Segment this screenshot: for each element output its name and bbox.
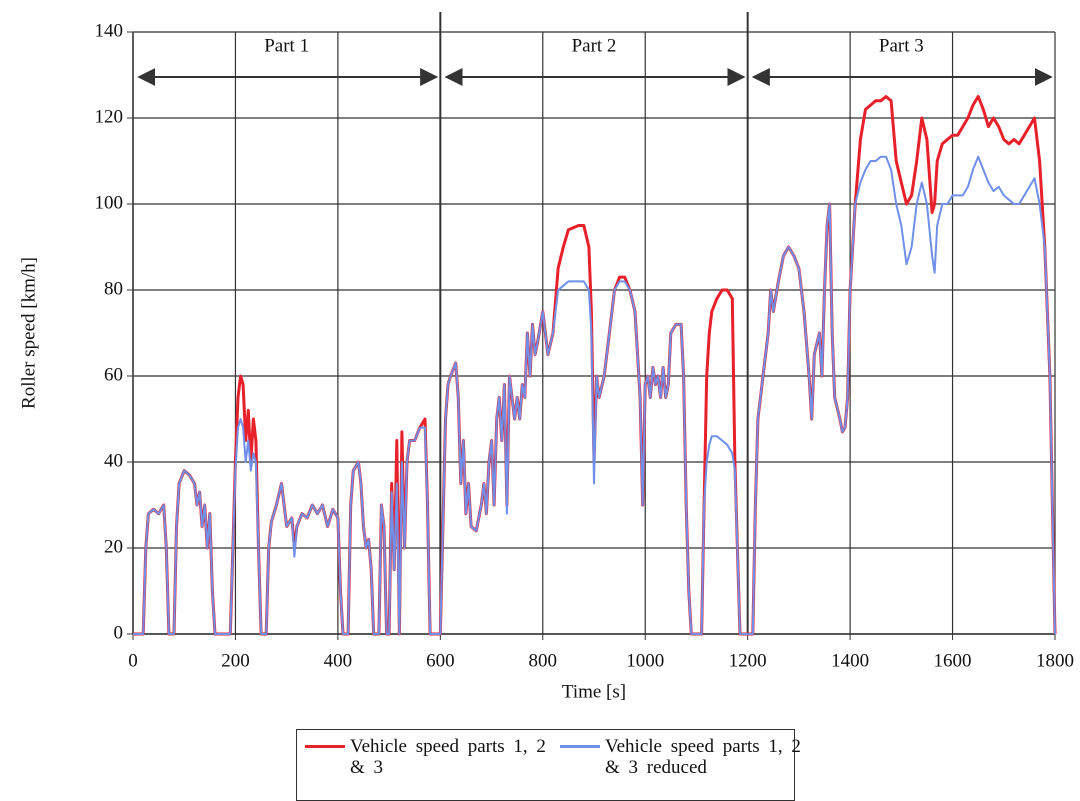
x-tick-label: 1200 bbox=[729, 650, 767, 671]
series-line bbox=[133, 95, 1057, 636]
y-tick-label: 0 bbox=[114, 622, 124, 643]
x-tick-label: 1600 bbox=[934, 650, 972, 671]
x-tick-label: 600 bbox=[426, 650, 455, 671]
y-axis-title: Roller speed [km/h] bbox=[18, 257, 39, 409]
x-tick-label: 800 bbox=[529, 650, 558, 671]
y-tick-label: 100 bbox=[95, 192, 124, 213]
x-tick-label: 200 bbox=[221, 650, 250, 671]
x-tick-label: 400 bbox=[324, 650, 353, 671]
legend-entry: Vehicle speed parts 1, 2 & 3 reduced bbox=[560, 736, 810, 778]
x-tick-label: 1000 bbox=[626, 650, 664, 671]
y-tick-label: 140 bbox=[95, 20, 124, 41]
y-tick-label: 120 bbox=[95, 106, 124, 127]
legend-swatch bbox=[305, 745, 345, 748]
legend-entry: Vehicle speed parts 1, 2 & 3 bbox=[305, 736, 555, 778]
x-axis-title: Time [s] bbox=[562, 681, 626, 702]
part-label: Part 2 bbox=[572, 35, 617, 56]
x-tick-label: 1400 bbox=[831, 650, 869, 671]
y-tick-label: 80 bbox=[104, 278, 123, 299]
legend-swatch bbox=[560, 745, 600, 748]
part-label: Part 1 bbox=[264, 35, 309, 56]
y-tick-label: 20 bbox=[104, 536, 123, 557]
series-line bbox=[133, 155, 1056, 635]
legend-label: Vehicle speed parts 1, 2 & 3 bbox=[350, 736, 546, 778]
y-tick-label: 60 bbox=[104, 364, 123, 385]
x-tick-label: 1800 bbox=[1036, 650, 1074, 671]
legend: Vehicle speed parts 1, 2 & 3 Vehicle spe… bbox=[296, 729, 801, 801]
x-tick-label: 0 bbox=[128, 650, 138, 671]
legend-label: Vehicle speed parts 1, 2 & 3 reduced bbox=[605, 736, 801, 778]
part-label: Part 3 bbox=[879, 35, 924, 56]
y-tick-label: 40 bbox=[104, 450, 123, 471]
